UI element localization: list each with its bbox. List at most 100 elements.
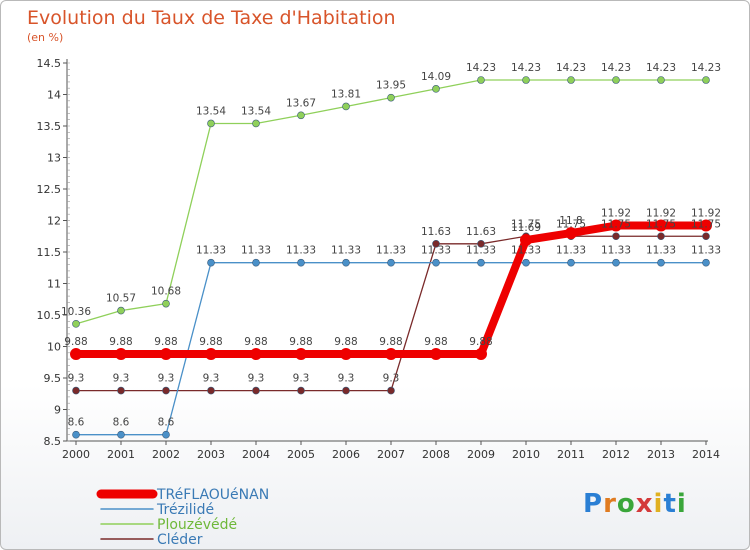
y-tick-label: 10.5 bbox=[37, 309, 62, 322]
logo-letter: i bbox=[676, 489, 687, 519]
data-label: 11.33 bbox=[511, 245, 541, 257]
logo-letter: r bbox=[603, 489, 617, 519]
data-label: 11.33 bbox=[601, 245, 631, 257]
data-point bbox=[297, 111, 305, 120]
y-tick-label: 11.5 bbox=[37, 246, 62, 259]
data-label: 11.75 bbox=[646, 218, 676, 230]
data-point bbox=[387, 386, 395, 395]
data-label: 9.88 bbox=[199, 336, 222, 348]
data-label: 11.33 bbox=[556, 245, 586, 257]
data-point bbox=[117, 386, 125, 395]
data-label: 9.88 bbox=[379, 336, 402, 348]
data-point bbox=[70, 348, 82, 361]
legend-label: Cléder bbox=[157, 532, 203, 548]
data-point bbox=[522, 258, 530, 267]
data-point bbox=[702, 76, 710, 84]
data-label: 11.33 bbox=[331, 245, 361, 257]
data-label: 9.3 bbox=[383, 373, 400, 385]
data-label: 11.33 bbox=[196, 245, 226, 257]
chart-subtitle: (en %) bbox=[27, 31, 64, 44]
data-label: 11.75 bbox=[691, 218, 721, 230]
y-tick-label: 12 bbox=[47, 215, 61, 228]
data-label: 11.63 bbox=[421, 226, 451, 238]
data-point bbox=[72, 320, 80, 328]
data-point bbox=[250, 348, 262, 361]
data-point bbox=[477, 76, 485, 84]
data-label: 11.75 bbox=[511, 218, 541, 230]
data-label: 11.92 bbox=[691, 208, 721, 220]
data-point bbox=[252, 386, 260, 395]
data-point bbox=[207, 258, 215, 267]
y-tick-label: 9.5 bbox=[44, 372, 62, 385]
data-label: 11.75 bbox=[556, 218, 586, 230]
data-point bbox=[432, 85, 440, 93]
legend-label: TRéFLAOUéNAN bbox=[156, 487, 269, 503]
data-label: 13.81 bbox=[331, 88, 361, 100]
data-label: 9.88 bbox=[244, 336, 267, 348]
data-point bbox=[205, 348, 217, 361]
data-point bbox=[432, 258, 440, 267]
x-tick-label: 2013 bbox=[647, 448, 675, 461]
data-point bbox=[340, 348, 352, 361]
data-point bbox=[295, 348, 307, 361]
legend-label: Plouzévédé bbox=[157, 517, 237, 533]
data-label: 9.88 bbox=[424, 336, 447, 348]
y-tick-label: 13 bbox=[47, 152, 61, 165]
data-point bbox=[567, 258, 575, 267]
data-point bbox=[162, 430, 170, 439]
x-tick-label: 2014 bbox=[692, 448, 720, 461]
x-tick-label: 2006 bbox=[332, 448, 360, 461]
y-tick-label: 14 bbox=[47, 89, 61, 102]
data-point bbox=[430, 348, 442, 361]
data-label: 9.3 bbox=[338, 373, 355, 385]
y-tick-label: 9 bbox=[54, 404, 61, 417]
data-point bbox=[655, 219, 667, 232]
data-point bbox=[117, 306, 125, 315]
proxiti-logo: Proxiti bbox=[583, 489, 687, 519]
data-label: 9.88 bbox=[154, 336, 177, 348]
x-tick-label: 2004 bbox=[242, 448, 270, 461]
x-tick-label: 2005 bbox=[287, 448, 315, 461]
logo-letter: i bbox=[653, 489, 664, 519]
logo-letter: o bbox=[616, 489, 636, 519]
data-label: 8.6 bbox=[113, 417, 130, 429]
data-label: 9.3 bbox=[113, 373, 130, 385]
x-tick-label: 2008 bbox=[422, 448, 450, 461]
y-tick-label: 11 bbox=[47, 278, 61, 291]
data-point bbox=[477, 240, 485, 248]
data-label: 14.23 bbox=[646, 62, 676, 74]
data-label: 13.95 bbox=[376, 80, 406, 92]
data-label: 14.23 bbox=[511, 62, 541, 74]
data-point bbox=[342, 258, 350, 267]
data-label: 11.92 bbox=[601, 208, 631, 220]
data-label: 9.88 bbox=[109, 336, 132, 348]
data-point bbox=[252, 119, 260, 128]
data-point bbox=[387, 258, 395, 267]
data-point bbox=[700, 219, 712, 232]
data-point bbox=[72, 386, 80, 395]
data-point bbox=[657, 232, 665, 241]
data-label: 11.33 bbox=[691, 245, 721, 257]
data-point bbox=[115, 348, 127, 361]
x-tick-label: 2001 bbox=[107, 448, 135, 461]
data-point bbox=[567, 76, 575, 84]
data-point bbox=[522, 76, 530, 84]
data-point bbox=[387, 93, 395, 102]
data-label: 13.54 bbox=[196, 105, 226, 117]
data-point bbox=[207, 386, 215, 395]
data-label: 8.6 bbox=[68, 417, 85, 429]
x-tick-label: 2003 bbox=[197, 448, 225, 461]
logo-letter: t bbox=[663, 489, 677, 519]
chart-title: Evolution du Taux de Taxe d'Habitation bbox=[27, 7, 396, 29]
data-label: 9.88 bbox=[64, 336, 87, 348]
data-point bbox=[432, 240, 440, 248]
legend-label: Trézilidé bbox=[156, 502, 214, 518]
data-point bbox=[342, 386, 350, 395]
data-point bbox=[162, 299, 170, 308]
data-point bbox=[612, 76, 620, 84]
data-point bbox=[162, 386, 170, 395]
data-point bbox=[342, 102, 350, 111]
data-point bbox=[657, 258, 665, 267]
logo-letter: x bbox=[635, 489, 654, 519]
